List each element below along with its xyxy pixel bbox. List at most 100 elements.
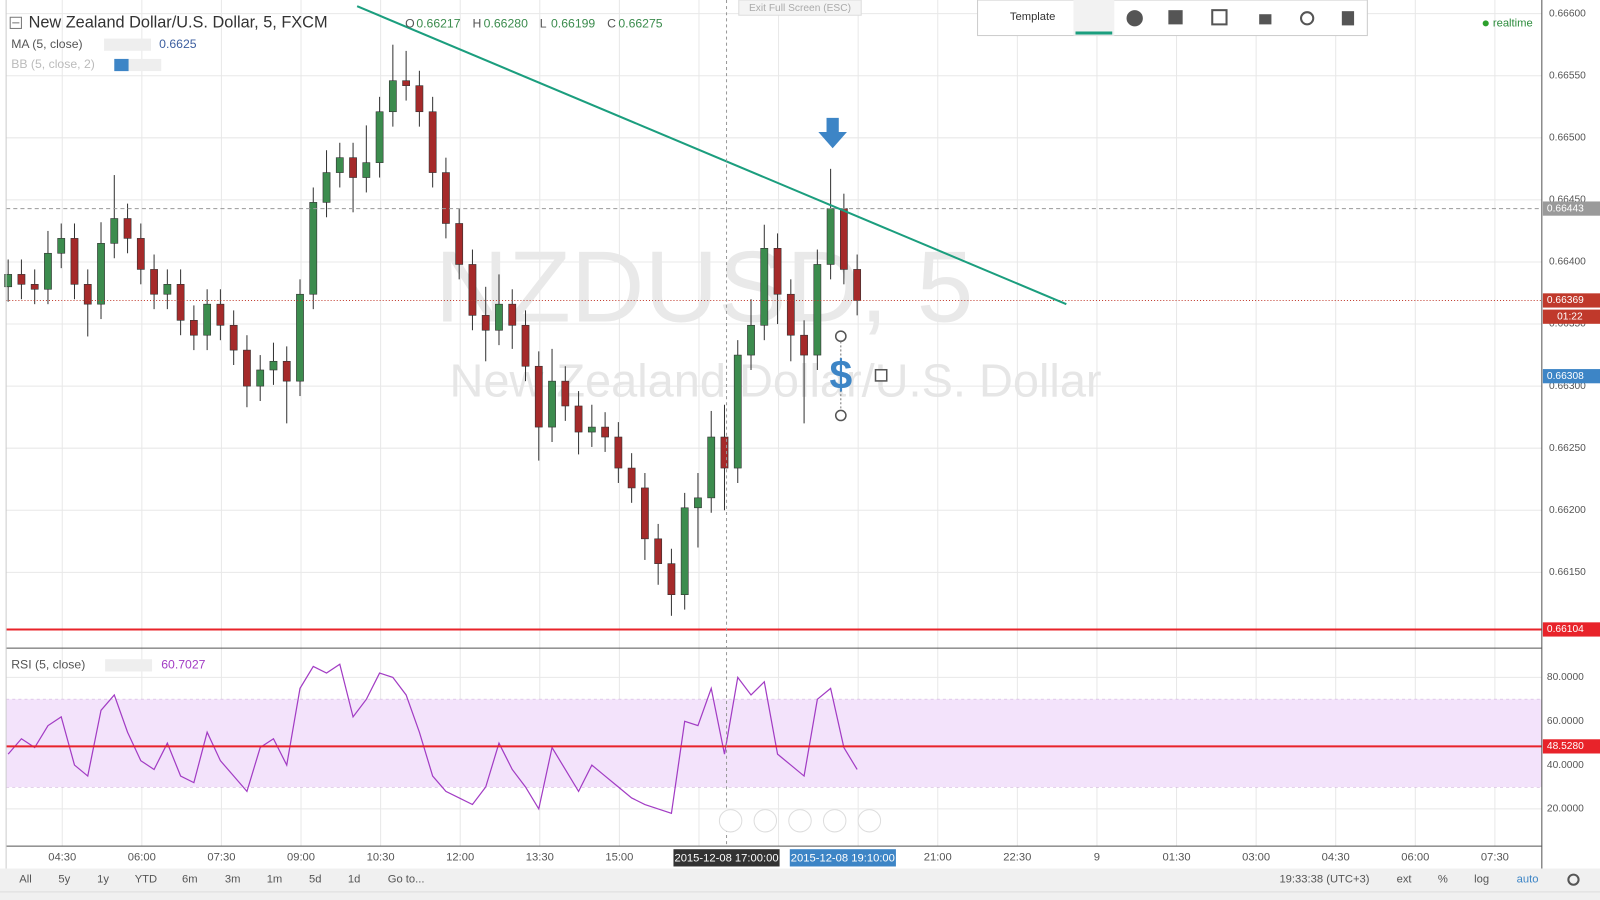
candle-body — [800, 334, 808, 356]
candle-body — [309, 202, 318, 295]
candle-body — [190, 320, 198, 336]
candle-body — [694, 497, 702, 509]
x-tick-label: 22:30 — [1003, 851, 1031, 863]
handle[interactable] — [834, 330, 847, 343]
candle-body — [534, 365, 543, 428]
rsi-band — [6, 699, 1542, 787]
x-tick-label: 04:30 — [48, 851, 76, 863]
option-button[interactable]: log — [1474, 874, 1489, 886]
indicator-controls[interactable] — [104, 38, 152, 51]
candle-body — [349, 157, 357, 178]
scroll-right[interactable] — [857, 809, 882, 833]
exit-fullscreen-button[interactable] — [738, 0, 862, 16]
lock-icon[interactable] — [1259, 14, 1272, 25]
option-button[interactable]: auto — [1517, 874, 1539, 886]
range-button[interactable]: 6m — [182, 874, 198, 886]
candle-body — [747, 324, 755, 356]
x-tick-label: 06:00 — [1401, 851, 1429, 863]
option-button[interactable]: ext — [1397, 874, 1413, 886]
order-icon[interactable] — [1168, 10, 1183, 25]
candle-body — [97, 243, 105, 305]
price-label: 0.66443 — [1547, 203, 1584, 214]
candle-body — [296, 293, 304, 382]
option-button[interactable]: % — [1438, 874, 1448, 886]
crosshair-label-box — [673, 849, 780, 867]
candle-body — [150, 269, 158, 295]
visibility-icon[interactable] — [1300, 11, 1315, 26]
realtime-label: realtime — [1493, 17, 1533, 29]
range-button[interactable]: 3m — [225, 874, 241, 886]
x-tick-label: 06:00 — [128, 851, 156, 863]
color-button[interactable] — [1073, 0, 1115, 36]
candle-body — [853, 269, 862, 301]
price-label: 0.66104 — [1547, 624, 1584, 635]
range-button[interactable]: 5y — [58, 874, 70, 886]
delete-icon[interactable] — [1341, 11, 1355, 26]
candle-body — [641, 487, 649, 540]
candle-body — [256, 369, 265, 387]
candle-body — [667, 563, 676, 596]
range-button[interactable]: 1y — [97, 874, 109, 886]
y-tick-label: 0.66350 — [1549, 319, 1586, 330]
ohlc-value: 0.66217 — [416, 17, 460, 31]
x-tick-label: 9 — [1094, 851, 1100, 863]
candle-body — [826, 208, 835, 265]
y-tick-label: 60.0000 — [1547, 716, 1584, 727]
indicator-controls[interactable] — [105, 659, 153, 672]
candle-body — [163, 284, 172, 295]
handle[interactable] — [834, 409, 847, 422]
candle-body — [561, 380, 570, 407]
candle-body — [57, 238, 66, 254]
rsi-level-label: 48.5280 — [1547, 741, 1584, 752]
template-button[interactable]: Template — [1010, 11, 1056, 23]
ohlc-value: 0.66199 — [551, 17, 595, 31]
x-tick-label: 07:30 — [207, 851, 235, 863]
settings-icon[interactable] — [1126, 10, 1143, 27]
reset[interactable] — [788, 809, 812, 833]
clone-icon[interactable] — [1211, 9, 1228, 26]
range-button[interactable]: 5d — [309, 874, 321, 886]
bottom-toolbar: All 5y 1y YTD 6m 3m 1m 5d 1d Go to... ext% log auto — [19, 873, 1580, 886]
y-tick-label: 0.66250 — [1549, 443, 1586, 454]
rsi-name: RSI (5, close) — [11, 658, 85, 672]
drawing-toolbar: Template — [977, 0, 1368, 37]
candle-body — [362, 162, 371, 178]
ohlc-key: L — [540, 17, 547, 31]
candle-body — [415, 85, 424, 113]
zoom-in[interactable] — [822, 809, 847, 833]
candle-body — [627, 467, 636, 489]
candle-body — [17, 274, 26, 285]
settings-button[interactable] — [1567, 873, 1580, 886]
y-tick-label: 0.66550 — [1549, 70, 1586, 81]
x-tick-label: 10:30 — [367, 851, 395, 863]
indicator-name: MA (5, close) — [11, 37, 82, 51]
handle[interactable] — [874, 368, 888, 382]
range-button[interactable]: YTD — [135, 874, 157, 886]
candle-body — [110, 218, 119, 244]
price-label-box — [1542, 369, 1600, 384]
candle-body — [44, 252, 52, 290]
zoom-out[interactable] — [753, 809, 778, 833]
x-tick-label: 13:30 — [526, 851, 554, 863]
scroll-left[interactable] — [718, 809, 743, 833]
ohlc-key: H — [472, 17, 481, 31]
indicator-name: BB (5, close, 2) — [11, 57, 95, 71]
ohlc-legend: O 0.66217 H 0.66280 L 0.66199 C 0.66275 — [405, 17, 663, 31]
x-tick-label: 21:00 — [924, 851, 952, 863]
candle-body — [481, 315, 490, 331]
candle-body — [282, 360, 291, 382]
visibility-toggle[interactable] — [114, 58, 129, 72]
y-tick-label: 0.66300 — [1549, 381, 1586, 392]
y-tick-label: 20.0000 — [1547, 804, 1584, 815]
range-button[interactable]: 1d — [348, 874, 360, 886]
crosshair-label-box — [789, 849, 896, 867]
candle-body — [4, 274, 13, 288]
x-tick-label: 03:00 — [1242, 851, 1270, 863]
candle-body — [322, 172, 331, 203]
range-button[interactable]: Go to... — [388, 874, 425, 886]
candle-body — [574, 405, 583, 433]
range-button[interactable]: 1m — [267, 874, 283, 886]
range-button[interactable]: All — [19, 874, 31, 886]
